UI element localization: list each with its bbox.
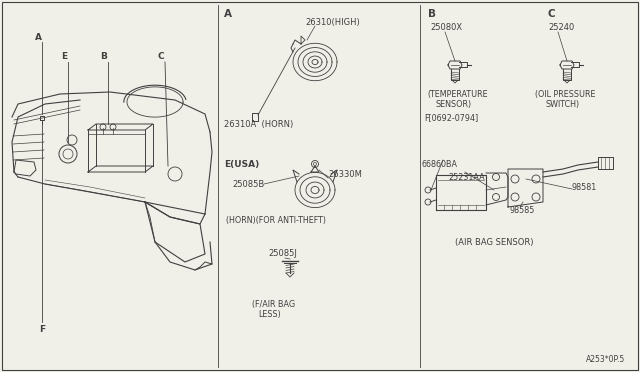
Text: (OIL PRESSURE: (OIL PRESSURE (535, 90, 595, 99)
Text: 25240: 25240 (548, 22, 574, 32)
Text: (TEMPERATURE: (TEMPERATURE (427, 90, 488, 99)
Text: F[0692-0794]: F[0692-0794] (424, 113, 478, 122)
Text: 98581: 98581 (572, 183, 597, 192)
Text: 26310A  (HORN): 26310A (HORN) (224, 119, 293, 128)
Text: A253*0P.5: A253*0P.5 (586, 356, 625, 365)
Text: 25231AA: 25231AA (448, 173, 484, 182)
Text: 98585: 98585 (510, 205, 536, 215)
Text: 25085J: 25085J (268, 250, 297, 259)
Text: (F/AIR BAG: (F/AIR BAG (252, 299, 295, 308)
Text: 25085B: 25085B (232, 180, 264, 189)
Text: C: C (157, 51, 164, 61)
Text: 26330M: 26330M (328, 170, 362, 179)
Text: (HORN)(FOR ANTI-THEFT): (HORN)(FOR ANTI-THEFT) (226, 215, 326, 224)
Text: A: A (35, 32, 42, 42)
Text: 25080X: 25080X (430, 22, 462, 32)
Text: F: F (39, 326, 45, 334)
Text: SENSOR): SENSOR) (435, 99, 471, 109)
Text: 26310(HIGH): 26310(HIGH) (305, 17, 360, 26)
Text: C: C (548, 9, 556, 19)
Text: B: B (428, 9, 436, 19)
Text: 66860BA: 66860BA (422, 160, 458, 169)
Text: E: E (61, 51, 67, 61)
Text: SWITCH): SWITCH) (545, 99, 579, 109)
Text: B: B (100, 51, 108, 61)
Text: LESS): LESS) (258, 311, 281, 320)
Text: E(USA): E(USA) (224, 160, 259, 169)
Text: A: A (224, 9, 232, 19)
Text: (AIR BAG SENSOR): (AIR BAG SENSOR) (455, 237, 534, 247)
